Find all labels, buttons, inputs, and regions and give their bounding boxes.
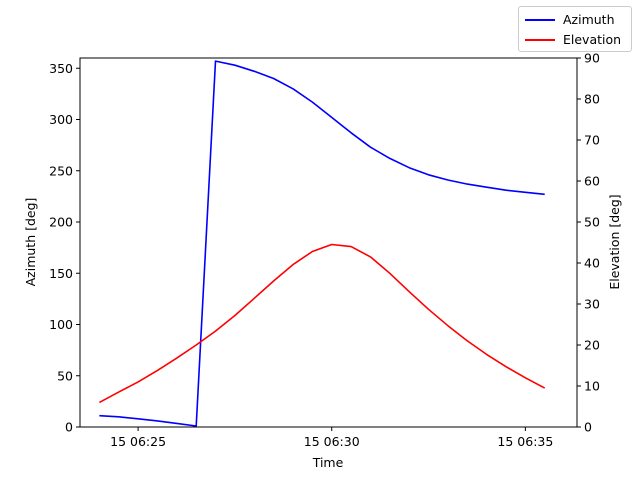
y-right-tick-label: 30 xyxy=(584,297,600,312)
legend-swatch-azimuth xyxy=(525,19,555,21)
legend-item-azimuth: Azimuth xyxy=(525,12,615,28)
y-left-tick-label: 300 xyxy=(49,112,73,127)
y-right-tick-label: 60 xyxy=(584,174,600,189)
legend-swatch-elevation xyxy=(525,39,555,41)
y-left-tick-label: 100 xyxy=(49,317,73,332)
x-tick-label: 15 06:30 xyxy=(304,434,360,449)
y-left-tick-label: 50 xyxy=(57,368,73,383)
legend-item-elevation: Elevation xyxy=(525,32,621,48)
plot-frame xyxy=(79,57,578,428)
y-right-tick-label: 40 xyxy=(584,256,600,271)
series-line-azimuth xyxy=(99,60,545,427)
y-right-tick-label: 10 xyxy=(584,379,600,394)
x-tick-label: 15 06:35 xyxy=(497,434,553,449)
legend-label-elevation: Elevation xyxy=(563,32,622,47)
y-left-tick-label: 250 xyxy=(49,163,73,178)
x-tick-label: 15 06:25 xyxy=(110,434,166,449)
y-right-tick-label: 80 xyxy=(584,92,600,107)
y-left-tick-label: 0 xyxy=(65,420,73,435)
axes-layer: 0 50 100 150 200 250 300 350 0 10 20 30 40 50 60 70 80 90… xyxy=(49,51,600,450)
legend-label-azimuth: Azimuth xyxy=(563,12,615,27)
y-axis-left-label: Azimuth [deg] xyxy=(23,198,38,287)
series-layer xyxy=(99,60,546,427)
y-right-tick-label: 0 xyxy=(584,420,592,435)
legend: Azimuth Elevation xyxy=(518,6,632,52)
x-axis-label: Time xyxy=(312,455,344,470)
y-right-tick-label: 20 xyxy=(584,338,600,353)
y-left-tick-label: 150 xyxy=(49,266,73,281)
y-left-tick-label: 350 xyxy=(49,61,73,76)
y-right-tick-label: 50 xyxy=(584,215,600,230)
y-axis-right-label: Elevation [deg] xyxy=(607,194,622,289)
y-right-tick-label: 70 xyxy=(584,133,600,148)
series-line-elevation xyxy=(99,243,546,404)
y-right-tick-label: 90 xyxy=(584,51,600,66)
y-left-tick-label: 200 xyxy=(49,215,73,230)
